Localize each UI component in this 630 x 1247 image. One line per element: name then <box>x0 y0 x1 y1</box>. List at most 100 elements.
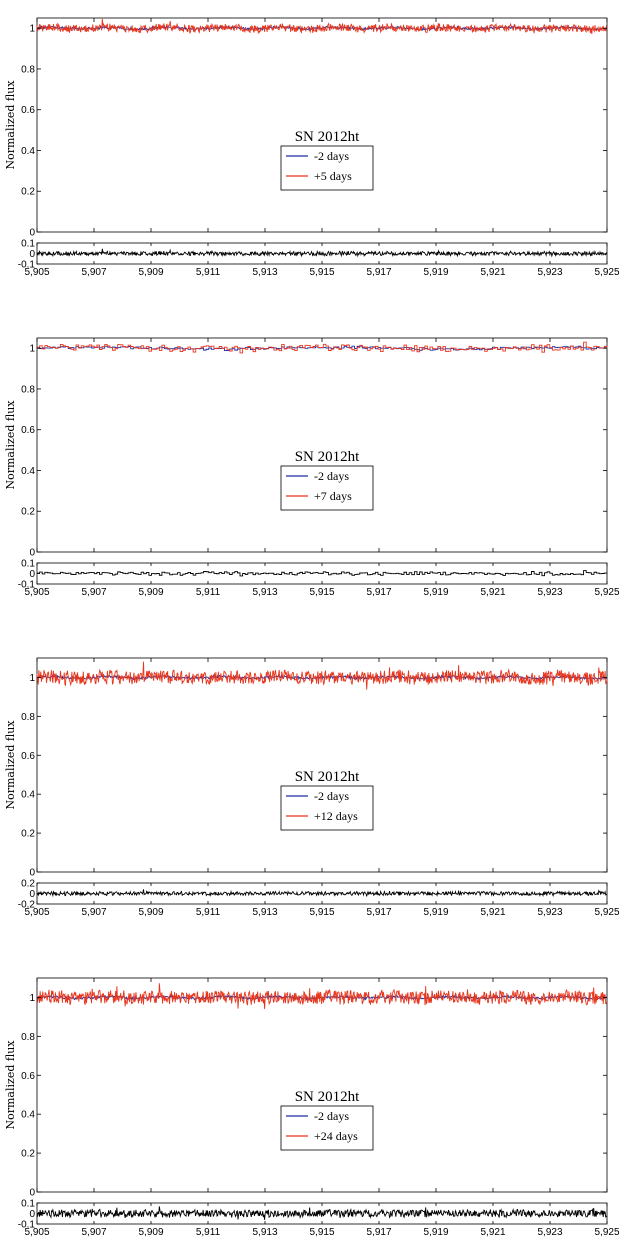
legend-box <box>280 465 374 511</box>
x-tick-label: 5,917 <box>366 267 391 278</box>
chart-title: SN 2012ht <box>295 449 360 465</box>
legend-entry: -2 days <box>314 789 349 803</box>
residual-y-tick-label: 0.2 <box>21 879 35 890</box>
y-tick-label: 1 <box>29 673 35 684</box>
x-tick-label: 5,923 <box>537 907 562 918</box>
residual-y-tick-label: 0 <box>29 569 35 580</box>
residual-y-tick-label: 0 <box>29 249 35 260</box>
x-tick-label: 5,923 <box>537 1227 562 1238</box>
residual-y-tick-label: 0.1 <box>21 559 35 570</box>
x-tick-label: 5,907 <box>81 1227 106 1238</box>
y-tick-label: 0.4 <box>21 466 35 477</box>
residual-line <box>36 889 608 898</box>
x-tick-label: 5,921 <box>480 1227 505 1238</box>
x-tick-label: 5,925 <box>594 1227 619 1238</box>
legend-entry: -2 days <box>314 149 349 163</box>
x-tick-label: 5,913 <box>252 587 277 598</box>
residual-y-tick-label: 0.1 <box>21 1199 35 1210</box>
residual-y-tick-label: -0.1 <box>18 580 36 591</box>
x-tick-label: 5,909 <box>138 907 163 918</box>
x-tick-label: 5,925 <box>594 267 619 278</box>
y-tick-label: 0.8 <box>21 712 35 723</box>
x-tick-label: 5,909 <box>138 587 163 598</box>
legend-box <box>280 145 374 191</box>
x-tick-label: 5,907 <box>81 907 106 918</box>
y-tick-label: 0.2 <box>21 507 35 518</box>
main-axes-frame <box>36 977 608 1193</box>
series-line-7days <box>37 341 608 354</box>
x-tick-label: 5,919 <box>423 267 448 278</box>
legend-entry: +5 days <box>314 169 352 183</box>
residual-line <box>37 570 608 577</box>
y-tick-label: 0.4 <box>21 146 35 157</box>
chart-panel-2: 0 0.2 0.4 0.6 0.8 1 Normalized flux SN 2012ht -2… <box>4 337 620 598</box>
chart-panel-1: 0 0.2 0.4 0.6 0.8 1 Normalized flux SN 2012ht -2… <box>4 17 620 278</box>
y-axis-label: Normalized flux <box>4 400 17 490</box>
main-axes-frame <box>36 657 608 873</box>
residual-y-tick-label: 0 <box>29 889 35 900</box>
y-axis-label: Normalized flux <box>4 1040 17 1130</box>
chart-panel-4: 0 0.2 0.4 0.6 0.8 1 Normalized flux SN 2012ht -2… <box>4 977 620 1238</box>
x-tick-label: 5,921 <box>480 587 505 598</box>
x-tick-label: 5,913 <box>252 267 277 278</box>
x-tick-label: 5,917 <box>366 587 391 598</box>
y-tick-label: 0.6 <box>21 105 35 116</box>
y-tick-label: 0.6 <box>21 751 35 762</box>
y-tick-label: 0.6 <box>21 1071 35 1082</box>
x-tick-label: 5,907 <box>81 267 106 278</box>
y-tick-label: 0.2 <box>21 187 35 198</box>
x-tick-label: 5,915 <box>309 267 334 278</box>
x-tick-label: 5,915 <box>309 587 334 598</box>
y-tick-label: 0 <box>29 868 35 879</box>
residual-line <box>36 248 608 258</box>
x-tick-label: 5,907 <box>81 587 106 598</box>
x-tick-label: 5,905 <box>24 587 49 598</box>
y-tick-label: 0 <box>29 228 35 239</box>
x-tick-label: 5,919 <box>423 587 448 598</box>
residual-y-tick-label: 0 <box>29 1209 35 1220</box>
x-tick-label: 5,909 <box>138 1227 163 1238</box>
legend-entry: +12 days <box>314 809 358 823</box>
series-line-24days <box>36 983 608 1010</box>
legend-entry: +7 days <box>314 489 352 503</box>
y-tick-label: 0.4 <box>21 790 35 801</box>
x-tick-label: 5,913 <box>252 907 277 918</box>
y-axis-label: Normalized flux <box>4 80 17 170</box>
x-tick-label: 5,919 <box>423 1227 448 1238</box>
x-tick-label: 5,917 <box>366 907 391 918</box>
y-tick-label: 0 <box>29 548 35 559</box>
main-axes-frame <box>36 337 608 553</box>
x-tick-label: 5,913 <box>252 1227 277 1238</box>
y-tick-label: 0.8 <box>21 1032 35 1043</box>
x-tick-label: 5,911 <box>196 267 221 278</box>
chart-title: SN 2012ht <box>295 769 360 785</box>
y-tick-label: 0 <box>29 1188 35 1199</box>
y-tick-label: 0.2 <box>21 829 35 840</box>
series-line-12days <box>36 661 608 690</box>
legend-box <box>280 785 374 831</box>
x-tick-label: 5,905 <box>24 907 49 918</box>
chart-title: SN 2012ht <box>295 129 360 145</box>
x-tick-label: 5,925 <box>594 587 619 598</box>
x-tick-label: 5,911 <box>196 1227 221 1238</box>
residual-line <box>36 1206 608 1220</box>
residual-y-tick-label: 0.1 <box>21 239 35 250</box>
y-tick-label: 0.2 <box>21 1149 35 1160</box>
residual-y-tick-label: -0.1 <box>18 1220 36 1231</box>
x-tick-label: 5,923 <box>537 587 562 598</box>
y-tick-label: 0.8 <box>21 384 35 395</box>
legend-entry: +24 days <box>314 1129 358 1143</box>
y-axis-label: Normalized flux <box>4 720 17 810</box>
legend-box <box>280 1105 374 1151</box>
x-tick-label: 5,923 <box>537 267 562 278</box>
y-tick-label: 0.6 <box>21 425 35 436</box>
x-tick-label: 5,917 <box>366 1227 391 1238</box>
y-tick-label: 1 <box>29 24 35 35</box>
x-tick-label: 5,909 <box>138 267 163 278</box>
main-axes-frame <box>36 17 608 233</box>
x-tick-label: 5,905 <box>24 267 49 278</box>
residual-y-tick-label: -0.2 <box>18 900 36 911</box>
x-tick-label: 5,921 <box>480 267 505 278</box>
x-tick-label: 5,915 <box>309 907 334 918</box>
